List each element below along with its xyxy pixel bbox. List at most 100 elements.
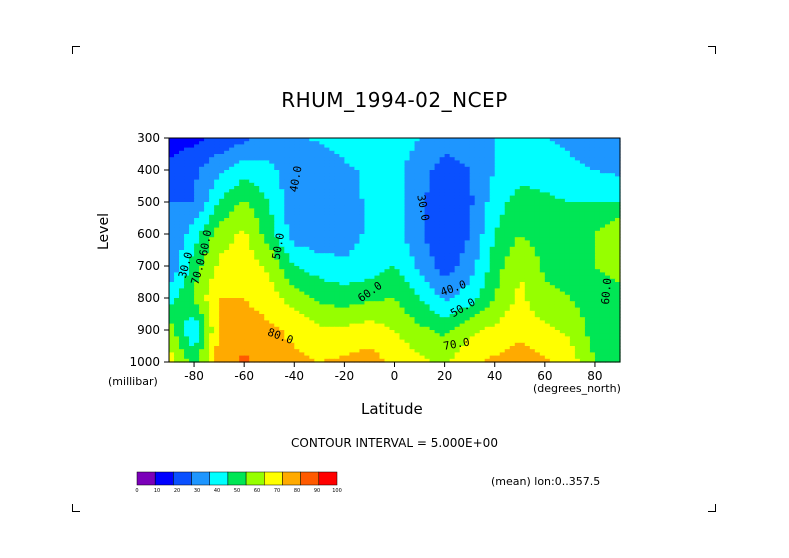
heatmap-cell	[584, 237, 591, 241]
heatmap-cell	[264, 208, 270, 213]
heatmap-cell	[169, 275, 175, 280]
heatmap-cell	[304, 259, 310, 264]
heatmap-cell	[449, 224, 456, 229]
heatmap-cell	[309, 237, 315, 241]
heatmap-cell	[374, 147, 381, 152]
heatmap-cell	[609, 250, 616, 254]
heatmap-cell	[254, 253, 260, 257]
heatmap-cell	[314, 150, 320, 155]
heatmap-cell	[204, 176, 210, 181]
heatmap-cell	[259, 262, 265, 267]
heatmap-cell	[219, 314, 225, 318]
heatmap-cell	[249, 224, 255, 229]
heatmap-cell	[354, 221, 361, 225]
heatmap-cell	[479, 259, 486, 264]
heatmap-cell	[484, 298, 491, 302]
heatmap-cell	[244, 138, 250, 142]
heatmap-cell	[179, 141, 185, 145]
heatmap-cell	[354, 160, 361, 165]
heatmap-cell	[604, 272, 611, 277]
heatmap-cell	[424, 262, 431, 267]
heatmap-cell	[374, 166, 381, 171]
heatmap-cell	[529, 160, 536, 165]
heatmap-cell	[319, 288, 325, 293]
heatmap-cell	[549, 170, 556, 174]
heatmap-cell	[514, 234, 521, 238]
heatmap-cell	[569, 307, 576, 312]
heatmap-cell	[579, 163, 586, 168]
heatmap-cell	[324, 310, 330, 315]
heatmap-cell	[229, 243, 235, 248]
heatmap-cell	[289, 304, 295, 309]
heatmap-cell	[389, 275, 396, 280]
heatmap-cell	[269, 272, 275, 277]
heatmap-cell	[244, 189, 250, 193]
heatmap-cell	[499, 243, 506, 248]
heatmap-cell	[409, 211, 416, 216]
heatmap-cell	[219, 310, 225, 315]
heatmap-cell	[239, 237, 245, 241]
heatmap-cell	[239, 262, 245, 267]
heatmap-cell	[519, 304, 526, 309]
heatmap-cell	[264, 282, 270, 286]
heatmap-cell	[234, 269, 240, 273]
heatmap-cell	[304, 243, 310, 248]
heatmap-cell	[524, 179, 531, 184]
heatmap-cell	[429, 189, 436, 193]
heatmap-cell	[489, 304, 496, 309]
heatmap-cell	[394, 157, 401, 161]
heatmap-cell	[444, 166, 451, 171]
heatmap-cell	[559, 272, 566, 277]
heatmap-cell	[469, 214, 476, 219]
heatmap-cell	[399, 157, 406, 161]
heatmap-cell	[249, 189, 255, 193]
heatmap-cell	[369, 230, 376, 235]
heatmap-cell	[279, 314, 285, 318]
heatmap-cell	[499, 211, 506, 216]
heatmap-cell	[269, 141, 275, 145]
heatmap-cell	[609, 211, 616, 216]
heatmap-cell	[514, 144, 521, 149]
heatmap-cell	[569, 234, 576, 238]
heatmap-cell	[249, 234, 255, 238]
heatmap-cell	[459, 214, 466, 219]
heatmap-cell	[574, 166, 581, 171]
heatmap-cell	[569, 256, 576, 261]
heatmap-cell	[439, 218, 446, 222]
heatmap-cell	[584, 157, 591, 161]
heatmap-cell	[479, 198, 486, 203]
heatmap-cell	[189, 275, 195, 280]
heatmap-cell	[424, 240, 431, 245]
heatmap-cell	[549, 234, 556, 238]
heatmap-cell	[239, 170, 245, 174]
heatmap-cell	[299, 176, 305, 181]
heatmap-cell	[179, 246, 185, 251]
heatmap-cell	[519, 230, 526, 235]
heatmap-cell	[574, 198, 581, 203]
heatmap-cell	[539, 154, 546, 158]
heatmap-cell	[459, 150, 466, 155]
heatmap-cell	[219, 176, 225, 181]
heatmap-cell	[584, 253, 591, 257]
heatmap-cell	[589, 246, 596, 251]
heatmap-cell	[339, 205, 345, 209]
heatmap-cell	[264, 253, 270, 257]
heatmap-cell	[239, 144, 245, 149]
heatmap-cell	[314, 170, 320, 174]
heatmap-cell	[239, 259, 245, 264]
heatmap-cell	[334, 272, 340, 277]
heatmap-cell	[239, 173, 245, 177]
heatmap-cell	[319, 262, 325, 267]
heatmap-cell	[499, 163, 506, 168]
heatmap-cell	[579, 282, 586, 286]
heatmap-cell	[454, 208, 461, 213]
heatmap-cell	[524, 218, 531, 222]
heatmap-cell	[184, 278, 190, 283]
heatmap-cell	[269, 189, 275, 193]
heatmap-cell	[609, 160, 616, 165]
heatmap-cell	[569, 186, 576, 190]
heatmap-cell	[489, 141, 496, 145]
heatmap-cell	[394, 202, 401, 206]
heatmap-cell	[264, 202, 270, 206]
heatmap-cell	[234, 294, 240, 299]
